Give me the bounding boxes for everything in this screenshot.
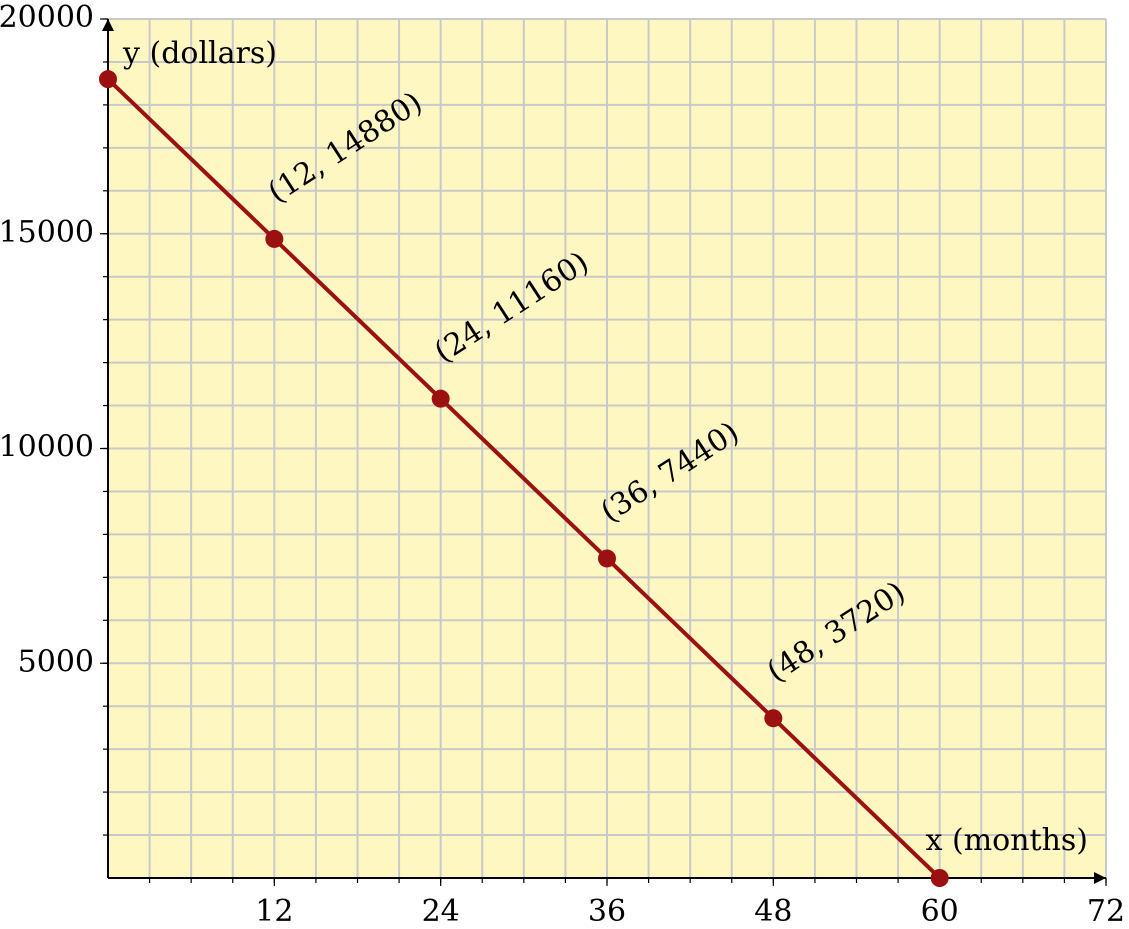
x-tick-label: 12 bbox=[255, 894, 293, 929]
x-tick-label: 36 bbox=[588, 894, 626, 929]
x-axis-label: x (months) bbox=[926, 823, 1088, 858]
y-tick-label: 5000 bbox=[18, 644, 94, 679]
point bbox=[99, 70, 117, 89]
x-tick-label: 60 bbox=[921, 894, 959, 929]
point bbox=[598, 549, 616, 568]
point bbox=[930, 869, 949, 887]
y-axis-arrow bbox=[102, 19, 114, 31]
point bbox=[265, 229, 284, 248]
x-axis-arrow bbox=[1094, 872, 1106, 884]
point bbox=[764, 709, 783, 728]
x-tick-label: 48 bbox=[754, 894, 792, 929]
y-tick-label: 10000 bbox=[0, 430, 94, 465]
point bbox=[431, 389, 450, 408]
x-tick-label: 24 bbox=[422, 894, 460, 929]
y-axis-label: y (dollars) bbox=[122, 36, 277, 71]
y-tick-label: 15000 bbox=[0, 215, 94, 250]
line bbox=[106, 77, 942, 880]
x-tick-label: 72 bbox=[1087, 894, 1125, 929]
y-tick-label: 20000 bbox=[0, 0, 94, 35]
